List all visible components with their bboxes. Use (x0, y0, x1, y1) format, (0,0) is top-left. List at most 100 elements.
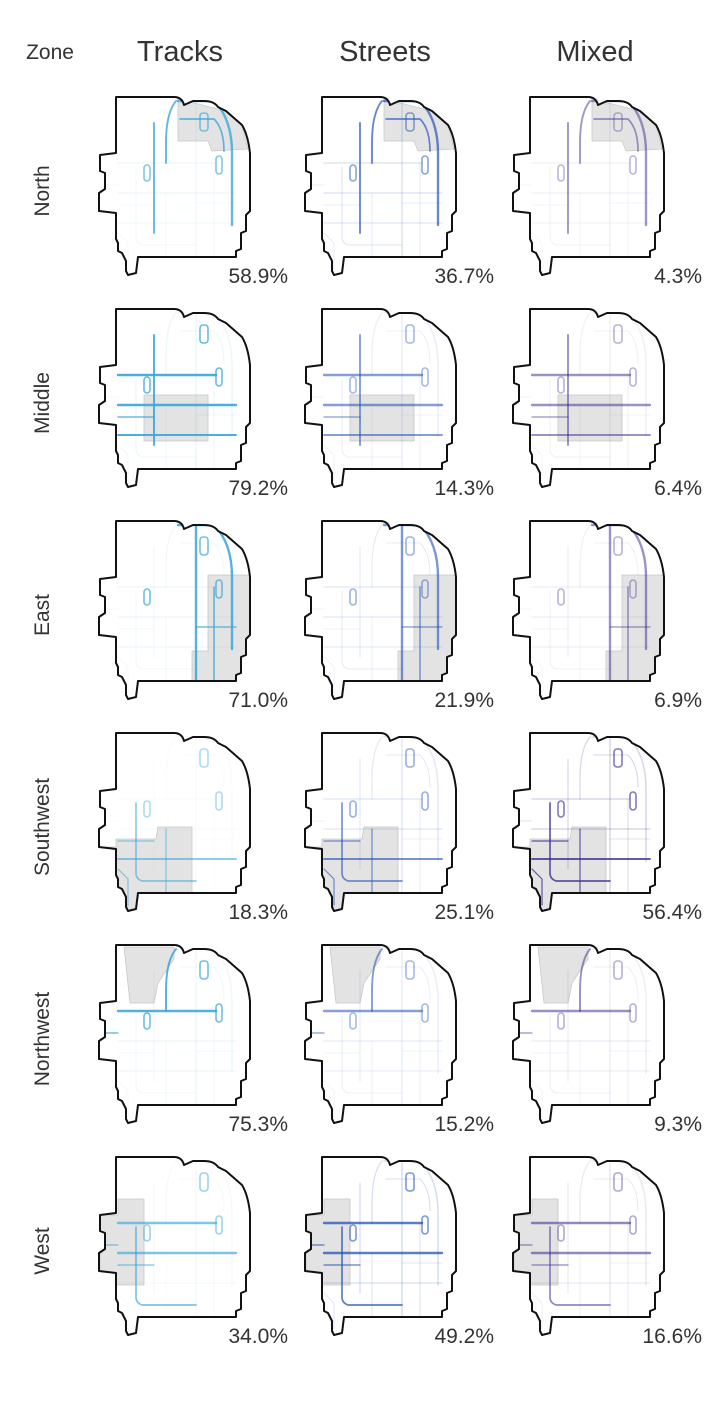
route-segment (165, 312, 177, 376)
map-north-tracks (98, 96, 251, 276)
route-segment (135, 1226, 197, 1306)
loop-track (215, 791, 223, 811)
route-network (105, 523, 237, 694)
map-middle-mixed (512, 308, 665, 488)
map-northwest-streets (304, 944, 457, 1124)
city-outline (512, 520, 665, 700)
route-segment (371, 1160, 383, 1224)
share-label-north-streets: 36.7% (434, 265, 494, 288)
route-segment (341, 378, 403, 458)
share-label-west-mixed: 16.6% (642, 1325, 702, 1348)
loop-track (349, 800, 357, 818)
loop-track (557, 800, 565, 818)
share-label-southwest-streets: 25.1% (434, 901, 494, 924)
loop-track (629, 155, 637, 175)
route-segment (117, 444, 129, 482)
loop-track (421, 579, 429, 599)
route-segment (593, 754, 639, 788)
route-segment (579, 100, 591, 164)
loop-track (405, 960, 415, 980)
share-label-east-mixed: 6.9% (654, 689, 702, 712)
map-southwest-streets (304, 732, 457, 912)
row-label-southwest: Southwest (31, 778, 54, 876)
route-segment (579, 524, 591, 588)
column-header-streets: Streets (339, 36, 431, 68)
route-segment (165, 100, 177, 164)
route-segment (531, 656, 543, 694)
loop-track (421, 1003, 429, 1023)
loop-track (629, 579, 637, 599)
map-east-streets (304, 520, 457, 700)
share-label-northwest-tracks: 75.3% (228, 1113, 288, 1136)
route-segment (135, 378, 197, 458)
loop-track (557, 376, 565, 394)
route-segment (371, 948, 383, 1012)
loop-track (199, 1172, 209, 1192)
loop-track (143, 1224, 151, 1242)
zone-highlight-middle (143, 394, 209, 442)
loop-track (557, 1012, 565, 1030)
route-segment (549, 378, 611, 458)
share-label-east-tracks: 71.0% (228, 689, 288, 712)
city-outline (98, 1156, 251, 1336)
route-segment (117, 1080, 129, 1118)
route-segment (180, 755, 224, 787)
city-outline (304, 520, 457, 700)
route-segment (341, 802, 403, 882)
route-network (117, 748, 237, 906)
route-segment (385, 966, 431, 1000)
loop-track (143, 164, 151, 182)
city-outline (512, 732, 665, 912)
zone-highlight-middle (349, 394, 415, 442)
share-label-middle-tracks: 79.2% (228, 477, 288, 500)
route-segment (117, 1292, 129, 1330)
city-outline (304, 732, 457, 912)
route-segment (179, 118, 225, 152)
route-segment (385, 754, 431, 788)
loop-track (143, 588, 151, 606)
route-segment (371, 312, 383, 376)
zone-highlight-north (177, 98, 249, 152)
zone-highlight-north (591, 98, 663, 152)
map-west-tracks (98, 1156, 251, 1336)
loop-track (629, 1003, 637, 1023)
share-label-north-tracks: 58.9% (228, 265, 288, 288)
route-segment (593, 330, 639, 364)
map-east-mixed (512, 520, 665, 700)
loop-track (349, 1224, 357, 1242)
share-label-west-tracks: 34.0% (228, 1325, 288, 1348)
city-outline (98, 308, 251, 488)
zone-highlight-southwest (305, 826, 399, 911)
route-network (311, 736, 443, 906)
loop-track (405, 536, 415, 556)
loop-track (199, 324, 209, 344)
city-outline (98, 96, 251, 276)
route-segment (341, 1014, 403, 1094)
zone-highlight-southwest (99, 826, 193, 911)
route-segment (341, 590, 403, 670)
city-outline (304, 1156, 457, 1336)
map-middle-streets (304, 308, 457, 488)
route-segment (593, 118, 639, 152)
loop-track (143, 376, 151, 394)
route-segment (549, 802, 611, 882)
loop-track (349, 588, 357, 606)
share-label-middle-streets: 14.3% (434, 477, 494, 500)
loop-track (143, 800, 151, 818)
route-segment (135, 590, 197, 670)
loop-track (405, 1172, 415, 1192)
zone-highlight-middle (557, 394, 623, 442)
route-segment (165, 1160, 177, 1224)
route-segment (117, 232, 129, 270)
route-segment (385, 1178, 431, 1212)
city-outline (512, 308, 665, 488)
loop-track (199, 960, 209, 980)
loop-track (215, 1215, 223, 1235)
route-network (519, 312, 652, 482)
loop-track (405, 748, 415, 768)
route-segment (371, 100, 383, 164)
column-header-mixed: Mixed (556, 36, 633, 68)
loop-track (199, 536, 209, 556)
route-segment (531, 1292, 543, 1330)
